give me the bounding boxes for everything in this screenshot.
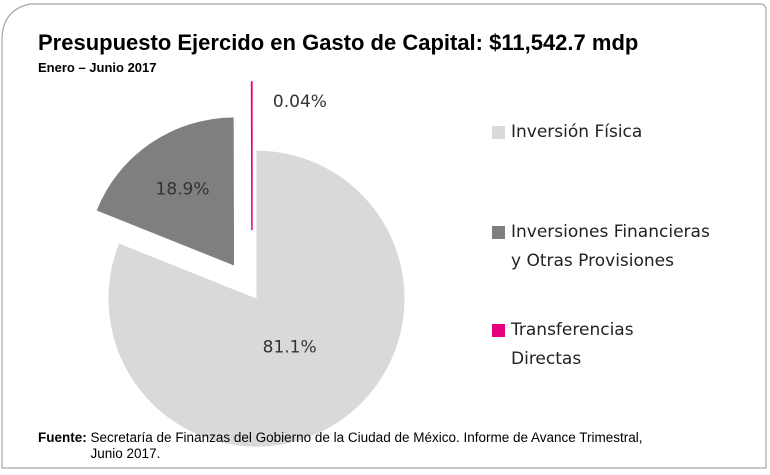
slice-label: 81.1% xyxy=(263,338,317,358)
legend-item: Inversión Física xyxy=(492,118,722,147)
slice-label: 0.04% xyxy=(273,92,327,112)
legend-swatch xyxy=(492,324,505,337)
legend-label: Transferencias Directas xyxy=(511,320,634,369)
source-label: Fuente: xyxy=(38,430,87,445)
legend-item: Inversiones Financieras y Otras Provisio… xyxy=(492,218,722,276)
chart-title: Presupuesto Ejercido en Gasto de Capital… xyxy=(38,30,639,55)
source: Fuente: Secretaría de Finanzas del Gobie… xyxy=(38,430,651,462)
legend-swatch xyxy=(492,226,505,239)
legend-label: Inversiones Financieras y Otras Provisio… xyxy=(511,222,710,271)
legend-swatch xyxy=(492,126,505,139)
frame xyxy=(1,3,767,469)
slice-label: 18.9% xyxy=(156,180,210,200)
pie-slice xyxy=(96,117,235,266)
pie-slice xyxy=(108,150,405,447)
legend-label: Inversión Física xyxy=(511,122,643,142)
legend-item: Transferencias Directas xyxy=(492,316,722,374)
chart-subtitle: Enero – Junio 2017 xyxy=(38,60,157,75)
source-text: Secretaría de Finanzas del Gobierno de l… xyxy=(90,430,643,461)
